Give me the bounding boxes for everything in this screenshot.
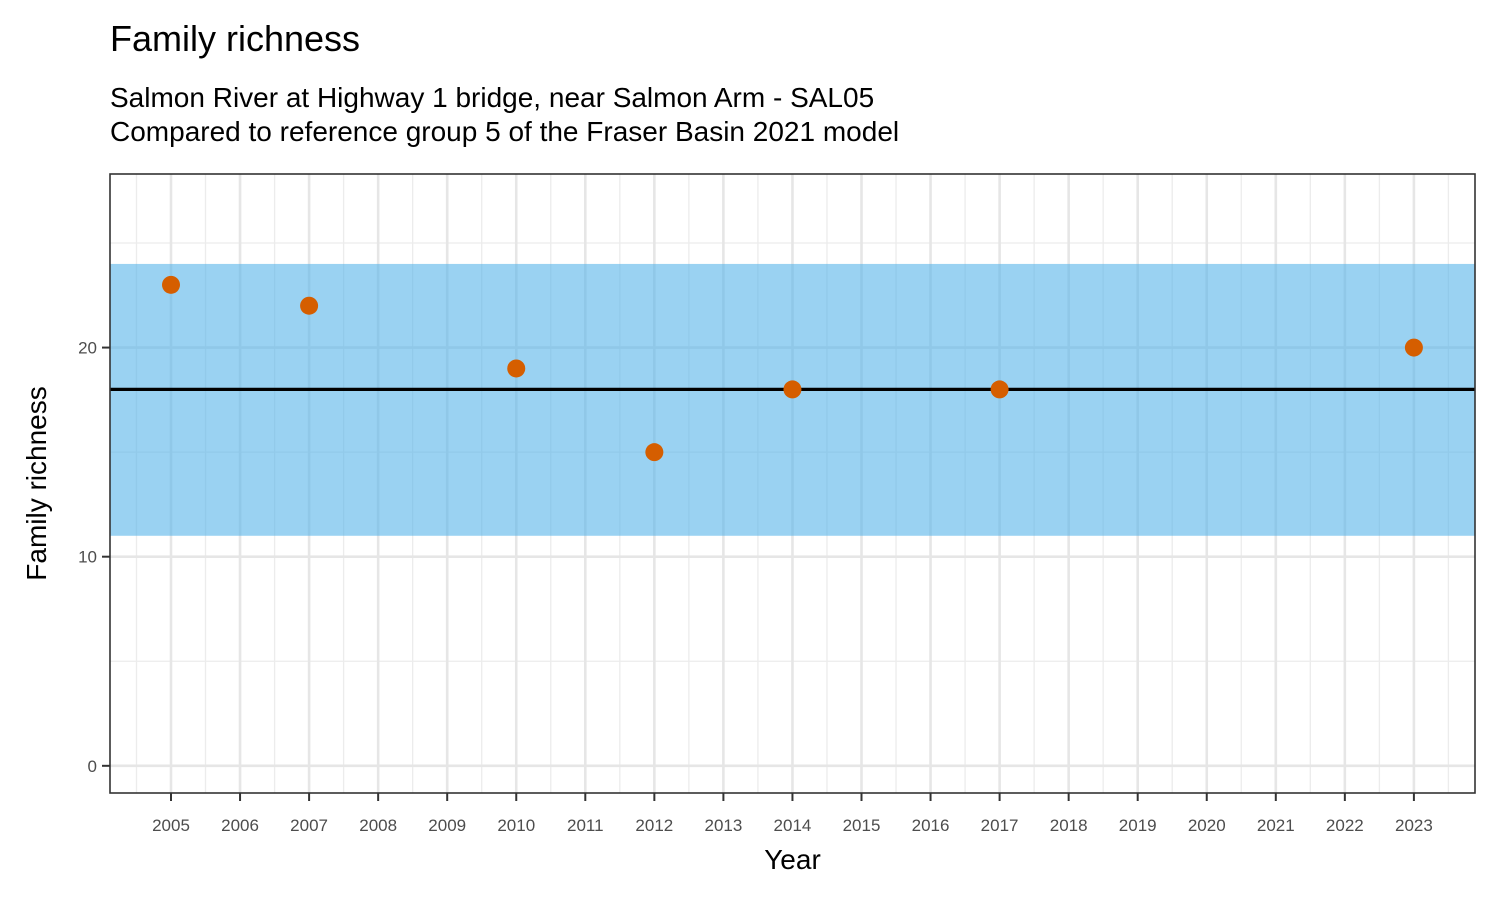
chart-subtitle-line-1: Salmon River at Highway 1 bridge, near S… — [110, 82, 875, 113]
data-point-2014 — [783, 380, 802, 399]
data-point-2007 — [300, 296, 319, 315]
x-tick-label: 2023 — [1395, 816, 1433, 835]
data-point-2012 — [645, 443, 664, 462]
x-tick-label: 2022 — [1326, 816, 1364, 835]
data-point-2010 — [507, 359, 526, 378]
x-tick-label: 2010 — [497, 816, 535, 835]
data-point-2023 — [1404, 338, 1423, 357]
x-tick-label: 2014 — [774, 816, 812, 835]
data-points — [162, 275, 1423, 462]
x-tick-label: 2005 — [152, 816, 190, 835]
x-axis: 2005 2006 2007 2008 2009 2010 2011 2012 2013 2014… — [152, 793, 1433, 835]
x-tick-label: 2017 — [981, 816, 1019, 835]
y-tick-label: 20 — [78, 339, 97, 358]
x-tick-label: 2016 — [912, 816, 950, 835]
chart-title: Family richness — [110, 18, 361, 59]
y-axis-label: Family richness — [21, 386, 52, 580]
x-tick-label: 2007 — [290, 816, 328, 835]
chart-subtitle-line-2: Compared to reference group 5 of the Fra… — [110, 116, 900, 147]
x-tick-label: 2020 — [1188, 816, 1226, 835]
y-tick-label: 0 — [88, 757, 97, 776]
x-tick-label: 2006 — [221, 816, 259, 835]
x-tick-label: 2013 — [704, 816, 742, 835]
x-tick-label: 2011 — [567, 816, 604, 835]
data-point-2017 — [990, 380, 1009, 399]
x-tick-label: 2012 — [635, 816, 673, 835]
x-tick-label: 2015 — [843, 816, 881, 835]
x-tick-label: 2021 — [1257, 816, 1295, 835]
data-point-2005 — [162, 275, 180, 294]
reference-range-band — [110, 263, 1475, 536]
x-axis-label: Year — [764, 844, 821, 875]
x-tick-label: 2008 — [359, 816, 397, 835]
y-tick-label: 10 — [78, 548, 97, 567]
x-tick-label: 2009 — [428, 816, 466, 835]
x-tick-label: 2019 — [1119, 816, 1157, 835]
y-axis: 0 10 20 — [78, 339, 110, 776]
x-tick-label: 2018 — [1050, 816, 1088, 835]
